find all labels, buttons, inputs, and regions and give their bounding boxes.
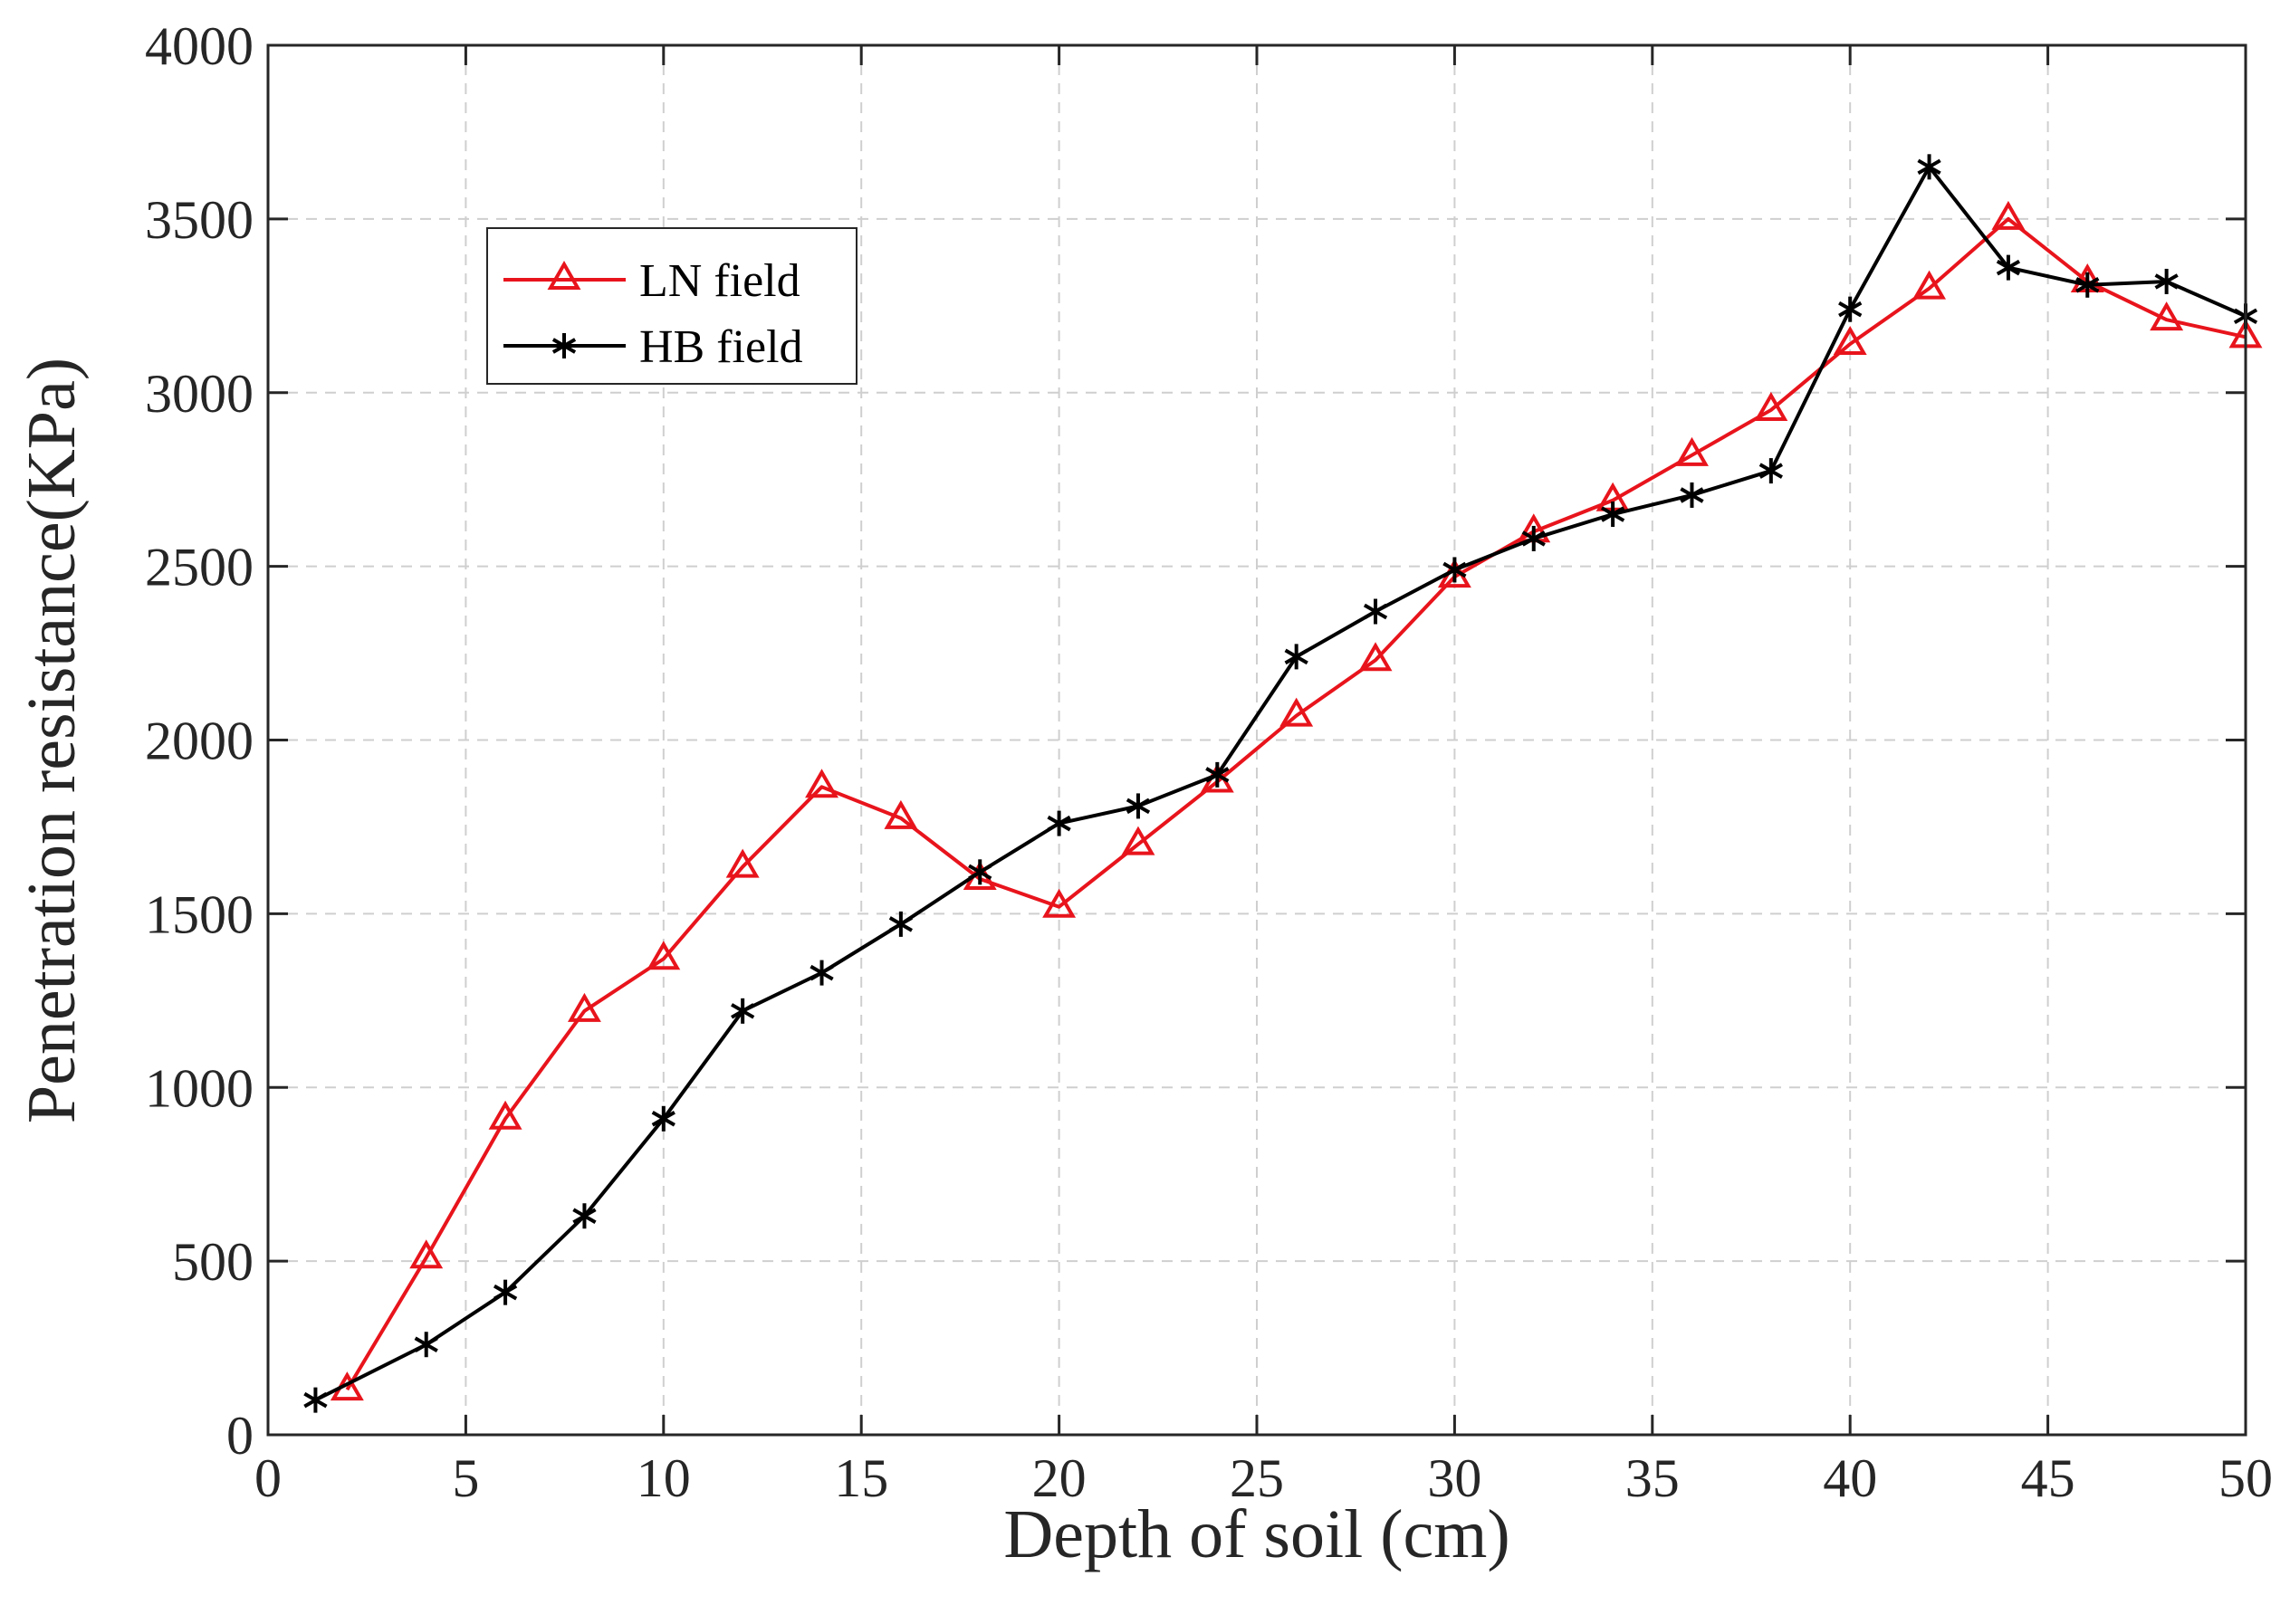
y-tick-label: 1500: [145, 884, 254, 944]
legend: LN field HB field: [487, 228, 857, 384]
legend-label-ln-field: LN field: [639, 255, 800, 307]
y-tick-label: 2500: [145, 538, 254, 597]
x-tick-label: 15: [834, 1448, 888, 1508]
x-tick-label: 5: [452, 1448, 479, 1508]
y-tick-label: 4000: [145, 16, 254, 76]
legend-label-hb-field: HB field: [639, 321, 803, 373]
y-tick-label: 3000: [145, 364, 254, 424]
x-tick-label: 35: [1625, 1448, 1680, 1508]
y-tick-label: 2000: [145, 712, 254, 771]
line-chart: 0 5 10 15 20 25 30 35 40 45 5005001000150020002500…: [0, 0, 2290, 1624]
x-tick-label: 40: [1823, 1448, 1877, 1508]
x-tick-label: 45: [2021, 1448, 2075, 1508]
x-axis-title: Depth of soil (cm): [1003, 1496, 1509, 1572]
y-tick-label: 1000: [145, 1058, 254, 1118]
x-tick-label: 10: [637, 1448, 691, 1508]
y-tick-label: 3500: [145, 190, 254, 250]
y-axis-title: Penetration resistance(KPa): [14, 358, 90, 1123]
y-tick-label: 500: [172, 1232, 254, 1292]
y-tick-label: 0: [226, 1406, 254, 1466]
x-tick-label: 50: [2218, 1448, 2273, 1508]
x-tick-label: 0: [254, 1448, 282, 1508]
